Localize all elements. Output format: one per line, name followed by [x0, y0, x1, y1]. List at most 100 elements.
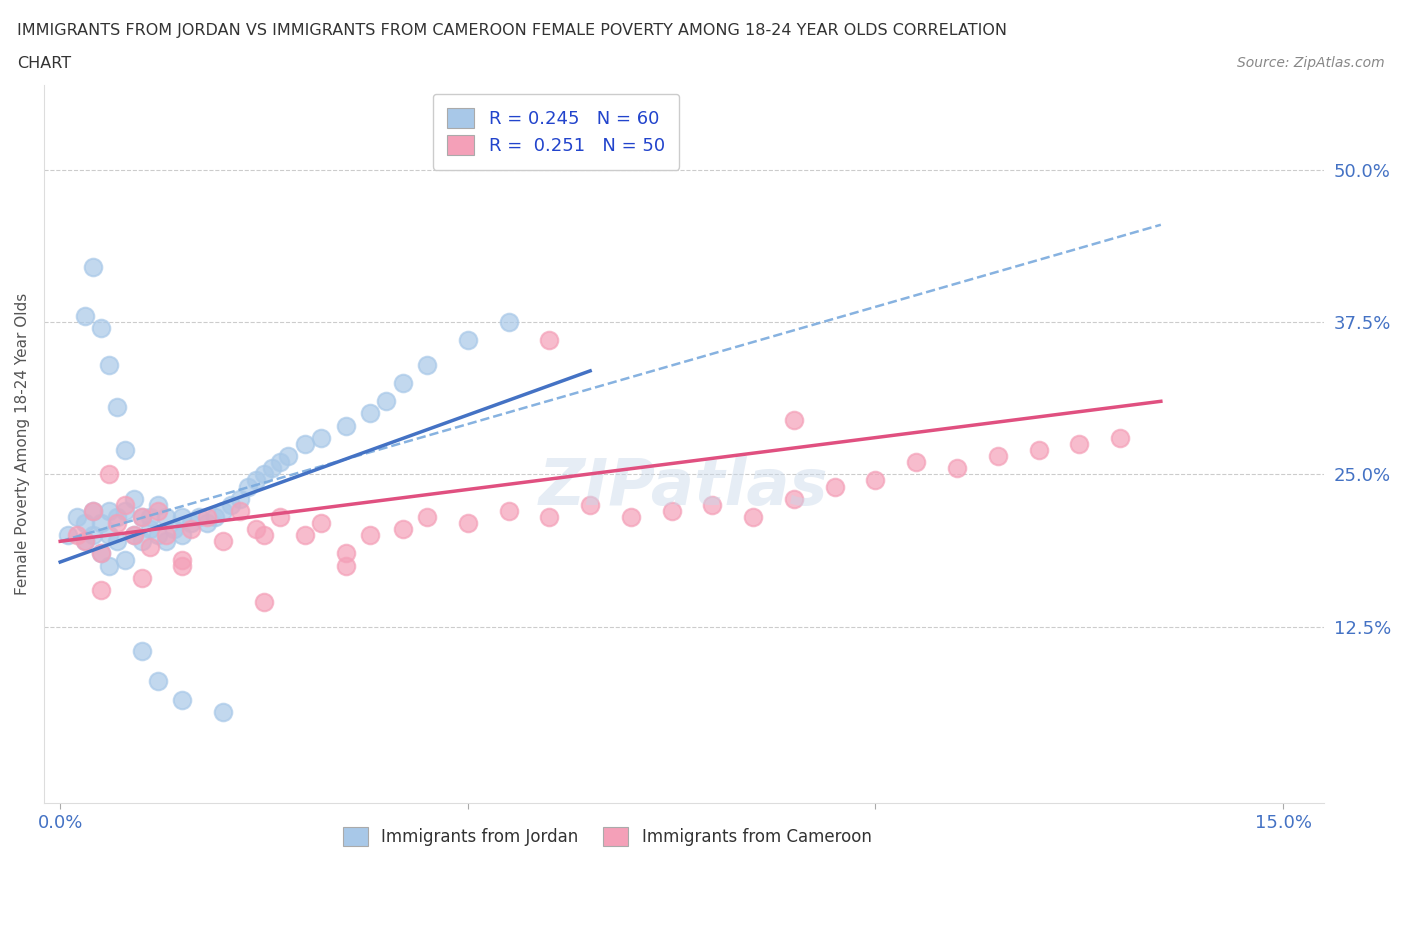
Point	[82, 260, 104, 275]
Point	[131, 534, 153, 549]
Point	[228, 503, 250, 518]
Point	[309, 515, 332, 530]
Point	[245, 473, 267, 488]
Point	[131, 510, 153, 525]
Point	[180, 515, 202, 530]
Point	[172, 528, 194, 543]
Point	[538, 510, 561, 525]
Point	[114, 498, 136, 512]
Point	[155, 510, 177, 525]
Point	[702, 498, 724, 512]
Point	[65, 528, 87, 543]
Point	[90, 546, 112, 561]
Point	[538, 333, 561, 348]
Point	[98, 357, 121, 372]
Point	[212, 704, 235, 719]
Point	[131, 510, 153, 525]
Point	[661, 503, 683, 518]
Point	[82, 503, 104, 518]
Point	[212, 534, 235, 549]
Point	[391, 522, 413, 537]
Point	[294, 436, 316, 451]
Point	[105, 400, 128, 415]
Point	[221, 498, 243, 512]
Point	[114, 443, 136, 458]
Point	[172, 558, 194, 573]
Point	[987, 448, 1010, 463]
Point	[416, 510, 439, 525]
Point	[146, 528, 169, 543]
Point	[90, 321, 112, 336]
Point	[783, 491, 806, 506]
Point	[105, 534, 128, 549]
Point	[294, 528, 316, 543]
Point	[98, 503, 121, 518]
Point	[155, 528, 177, 543]
Point	[457, 333, 479, 348]
Point	[114, 503, 136, 518]
Point	[253, 528, 276, 543]
Point	[620, 510, 643, 525]
Point	[905, 455, 928, 470]
Point	[269, 510, 291, 525]
Point	[309, 431, 332, 445]
Point	[90, 582, 112, 597]
Point	[335, 558, 357, 573]
Point	[98, 467, 121, 482]
Point	[65, 510, 87, 525]
Point	[146, 503, 169, 518]
Text: ZIPatlas: ZIPatlas	[538, 456, 828, 518]
Point	[579, 498, 602, 512]
Point	[824, 479, 846, 494]
Point	[172, 692, 194, 707]
Text: IMMIGRANTS FROM JORDAN VS IMMIGRANTS FROM CAMEROON FEMALE POVERTY AMONG 18-24 YE: IMMIGRANTS FROM JORDAN VS IMMIGRANTS FRO…	[17, 23, 1007, 38]
Point	[73, 534, 96, 549]
Point	[172, 552, 194, 567]
Point	[783, 412, 806, 427]
Text: CHART: CHART	[17, 56, 70, 71]
Point	[1069, 436, 1091, 451]
Point	[139, 510, 162, 525]
Point	[73, 534, 96, 549]
Point	[195, 510, 218, 525]
Point	[946, 461, 969, 476]
Y-axis label: Female Poverty Among 18-24 Year Olds: Female Poverty Among 18-24 Year Olds	[15, 293, 30, 595]
Point	[105, 515, 128, 530]
Point	[146, 674, 169, 689]
Point	[269, 455, 291, 470]
Point	[1028, 443, 1050, 458]
Point	[416, 357, 439, 372]
Point	[98, 528, 121, 543]
Point	[195, 515, 218, 530]
Point	[228, 491, 250, 506]
Point	[236, 479, 259, 494]
Point	[105, 510, 128, 525]
Point	[375, 394, 398, 409]
Point	[98, 558, 121, 573]
Point	[73, 309, 96, 324]
Point	[131, 644, 153, 658]
Point	[498, 503, 520, 518]
Point	[114, 552, 136, 567]
Point	[122, 491, 145, 506]
Point	[498, 314, 520, 329]
Point	[172, 510, 194, 525]
Point	[335, 546, 357, 561]
Point	[90, 515, 112, 530]
Point	[122, 528, 145, 543]
Point	[155, 534, 177, 549]
Point	[180, 522, 202, 537]
Point	[82, 528, 104, 543]
Point	[212, 503, 235, 518]
Point	[146, 498, 169, 512]
Point	[253, 595, 276, 610]
Point	[187, 510, 209, 525]
Legend: Immigrants from Jordan, Immigrants from Cameroon: Immigrants from Jordan, Immigrants from …	[329, 814, 884, 859]
Point	[391, 376, 413, 391]
Point	[277, 448, 299, 463]
Point	[58, 528, 80, 543]
Point	[457, 515, 479, 530]
Point	[253, 467, 276, 482]
Point	[73, 515, 96, 530]
Point	[122, 528, 145, 543]
